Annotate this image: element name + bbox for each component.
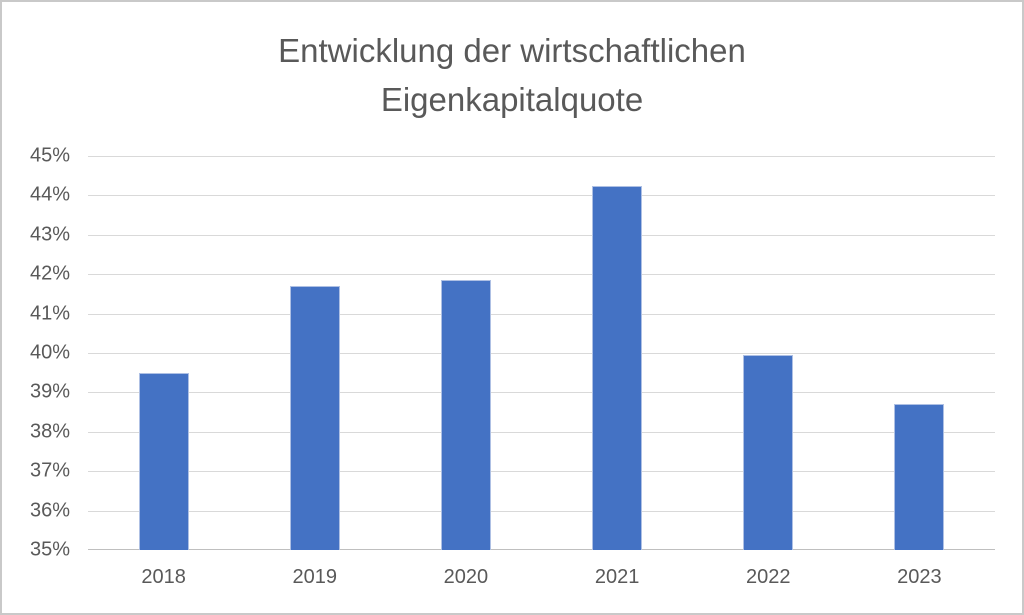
y-tick-label: 43% bbox=[29, 223, 70, 246]
gridline bbox=[88, 510, 995, 512]
y-tick-label: 40% bbox=[29, 341, 70, 364]
x-tick-label: 2018 bbox=[141, 566, 186, 588]
y-tick-label: 41% bbox=[29, 302, 70, 325]
x-tick-label: 2021 bbox=[594, 566, 640, 588]
bar-2021 bbox=[592, 185, 643, 550]
x-axis-line bbox=[88, 549, 995, 550]
y-tick-label: 44% bbox=[29, 183, 70, 206]
bar-2020 bbox=[440, 280, 491, 550]
gridline bbox=[88, 195, 995, 197]
gridline bbox=[88, 156, 995, 157]
x-tick-label: 2019 bbox=[292, 566, 338, 588]
gridline bbox=[88, 274, 995, 276]
gridline bbox=[88, 471, 995, 473]
gridline bbox=[88, 431, 995, 433]
chart-title-text: Entwicklung der wirtschaftlichen Eigenka… bbox=[278, 32, 746, 118]
x-tick-label: 2022 bbox=[746, 566, 791, 588]
y-tick-label: 37% bbox=[29, 459, 70, 482]
x-tick-label: 2020 bbox=[443, 566, 489, 588]
bar-2019 bbox=[289, 286, 340, 550]
y-tick-label: 38% bbox=[29, 420, 70, 443]
gridline bbox=[88, 313, 995, 315]
y-axis: 45% 44% 43% 42% 41% 40% 39% 38% 37% 36% 35% bbox=[2, 145, 70, 561]
bar-2018 bbox=[138, 372, 189, 550]
gridline bbox=[88, 234, 995, 236]
gridline bbox=[88, 392, 995, 394]
plot-area bbox=[88, 156, 995, 550]
x-axis: 2018 2019 2020 2021 2022 2023 bbox=[88, 550, 995, 595]
y-tick-label: 39% bbox=[29, 380, 70, 403]
y-tick-label: 35% bbox=[29, 538, 70, 561]
y-tick-label: 36% bbox=[29, 499, 70, 522]
y-tick-label: 42% bbox=[29, 262, 70, 285]
y-tick-label: 45% bbox=[29, 144, 70, 167]
bar-2023 bbox=[894, 404, 945, 550]
bar-2022 bbox=[743, 354, 794, 550]
gridline bbox=[88, 353, 995, 354]
chart-title: Entwicklung der wirtschaftlichen Eigenka… bbox=[2, 26, 1022, 124]
x-tick-label: 2023 bbox=[897, 566, 942, 588]
